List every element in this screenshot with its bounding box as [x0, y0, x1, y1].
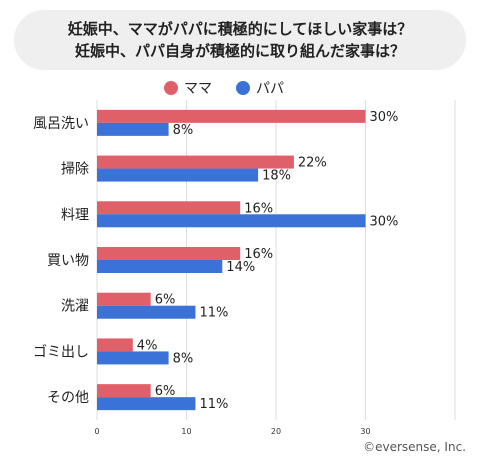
legend: ママ パパ	[0, 78, 480, 98]
bar-papa-0	[97, 122, 169, 136]
data-label-mama-3: 16%	[244, 247, 273, 262]
data-label-papa-3: 14%	[226, 260, 255, 275]
data-label-papa-1: 18%	[262, 169, 291, 184]
bar-papa-2	[97, 214, 366, 228]
category-label-2: 料理	[61, 207, 89, 223]
legend-item-papa: パパ	[236, 78, 284, 98]
bar-mama-0	[97, 109, 366, 123]
x-tick-label-1: 10	[181, 427, 191, 436]
legend-item-mama: ママ	[164, 78, 212, 98]
legend-swatch-mama	[164, 81, 178, 95]
legend-label-mama: ママ	[184, 81, 212, 97]
data-label-mama-4: 6%	[155, 293, 176, 308]
data-label-mama-1: 22%	[298, 156, 327, 171]
data-label-papa-4: 11%	[199, 306, 228, 321]
bar-papa-5	[97, 351, 169, 365]
data-label-papa-5: 8%	[173, 351, 194, 366]
x-tick-label-0: 0	[94, 427, 99, 436]
copyright: ©eversense, Inc.	[363, 440, 466, 454]
category-label-5: ゴミ出し	[33, 343, 89, 360]
data-label-papa-2: 30%	[370, 214, 399, 229]
title-line-1: 妊娠中、ママがパパに積極的にしてほしい家事は？	[67, 20, 413, 38]
bar-mama-3	[97, 247, 241, 260]
title-line-2: 妊娠中、パパ自身が積極的に取り組んだ家事は？	[74, 42, 405, 60]
data-label-mama-6: 6%	[155, 384, 176, 399]
category-label-6: その他	[47, 390, 89, 406]
data-label-mama-0: 30%	[370, 110, 399, 125]
bar-mama-6	[97, 384, 151, 398]
bar-mama-2	[97, 201, 241, 215]
bar-papa-3	[97, 260, 223, 273]
bar-papa-4	[97, 305, 196, 319]
x-tick-label-3: 30	[360, 427, 370, 436]
title-box: 妊娠中、ママがパパに積極的にしてほしい家事は？ 妊娠中、パパ自身が積極的に取り組…	[14, 10, 466, 70]
data-label-papa-0: 8%	[173, 123, 194, 138]
bar-mama-5	[97, 338, 133, 352]
x-tick-label-2: 20	[271, 427, 281, 436]
bar-mama-1	[97, 155, 294, 169]
data-label-papa-6: 11%	[199, 397, 228, 412]
bar-papa-6	[97, 397, 196, 411]
data-label-mama-5: 4%	[137, 338, 158, 353]
legend-swatch-papa	[236, 81, 250, 95]
data-label-mama-2: 16%	[244, 201, 273, 216]
category-label-1: 掃除	[61, 161, 89, 178]
category-label-0: 風呂洗い	[33, 116, 89, 132]
legend-label-papa: パパ	[256, 81, 284, 97]
category-label-3: 買い物	[47, 253, 89, 269]
category-label-4: 洗濯	[61, 299, 89, 315]
bar-papa-1	[97, 168, 259, 182]
bar-mama-4	[97, 292, 151, 306]
